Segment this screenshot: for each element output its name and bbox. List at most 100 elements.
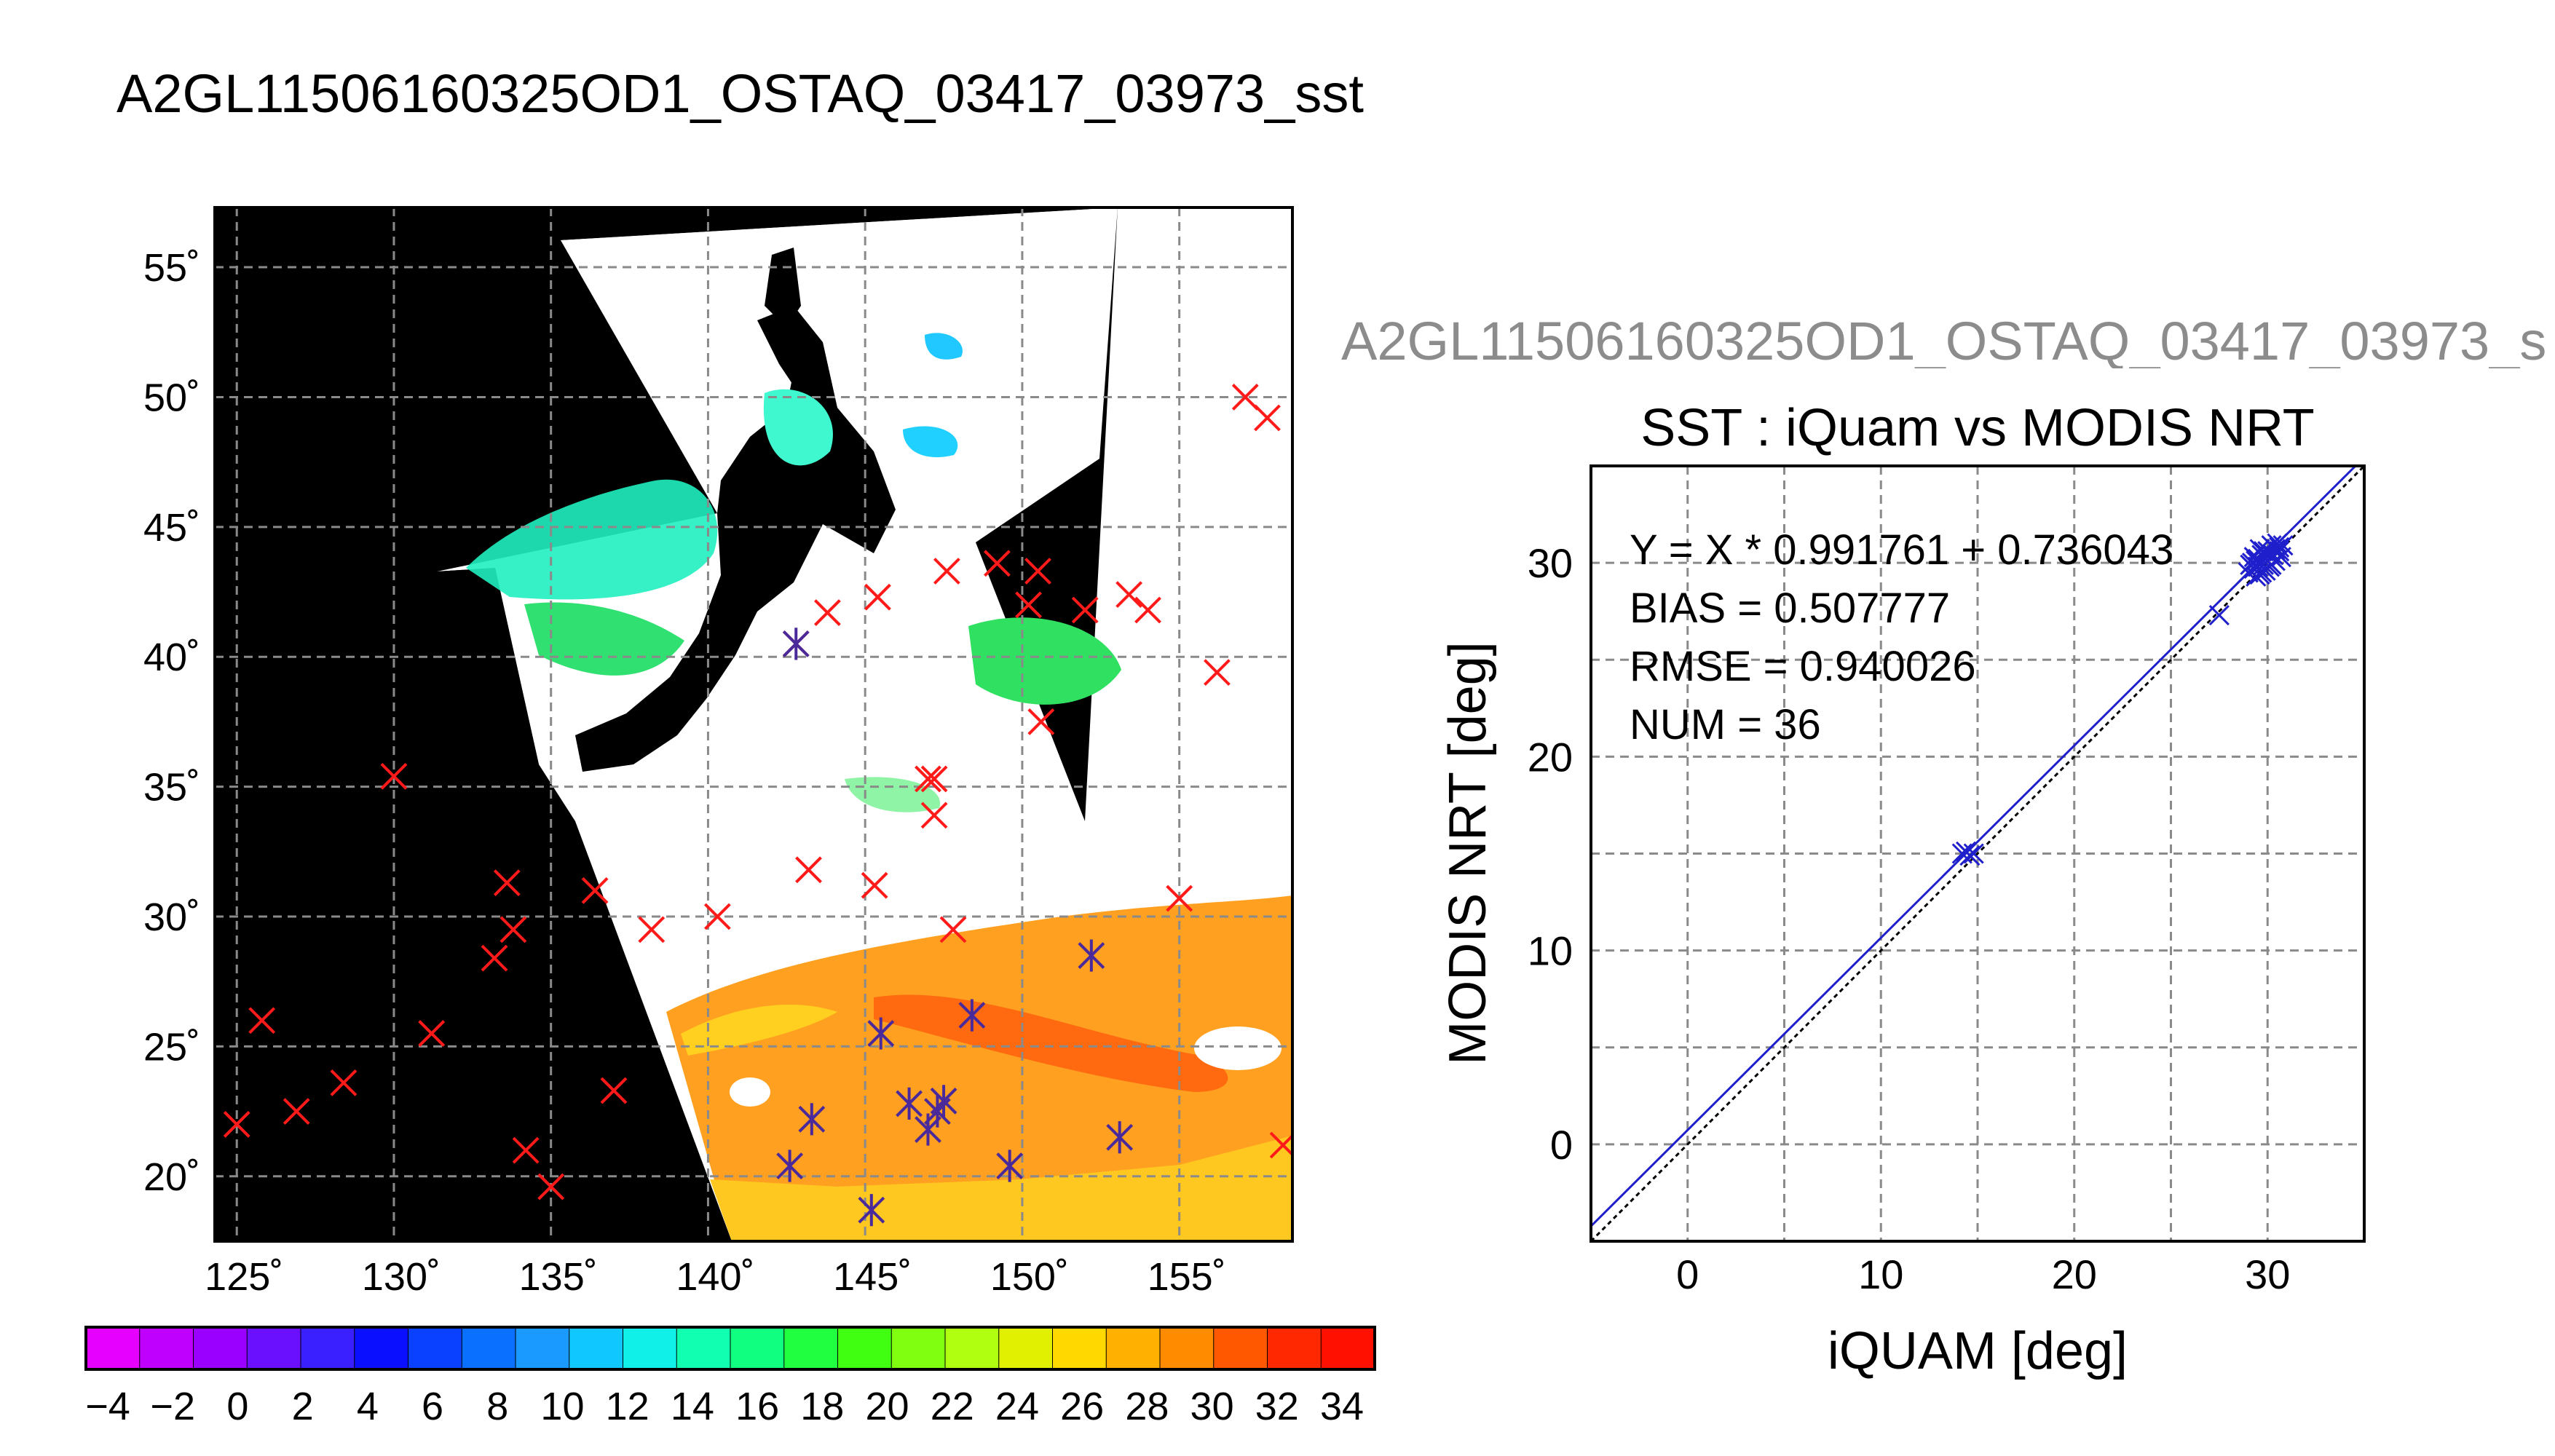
colorbar-tick-label: 28 [1125,1385,1169,1428]
sst-hot-core [874,994,1228,1092]
map-red-marker [283,1098,310,1125]
map-blue-marker [958,999,986,1032]
plot-point [2253,541,2275,562]
korea-landmass [437,568,539,764]
map-blue-marker [867,1017,895,1050]
map-red-marker [983,550,1011,577]
colorbar-tick-label: 20 [865,1385,909,1428]
colorbar-cell [1159,1326,1215,1370]
colorbar-tick-label: 22 [931,1385,974,1428]
colorbar-tick-label: 18 [800,1385,844,1428]
sst-warm-band [666,895,1292,1241]
map-red-marker [1115,581,1143,609]
map-x-tick-label: 145˚ [833,1255,912,1299]
map-blue-marker [798,1103,826,1136]
map-red-marker [1231,384,1259,411]
map-blue-marker [776,1150,804,1182]
map-y-tick-label: 35˚ [143,766,200,810]
stats-line: NUM = 36 [1630,701,1821,748]
map-x-tick-label: 140˚ [676,1255,754,1299]
map-blue-marker [782,628,810,660]
colorbar-tick-label: 2 [292,1385,314,1428]
colorbar-tick-label: −4 [85,1385,130,1428]
colorbar-cell [837,1326,893,1370]
map-red-marker [499,916,527,943]
map-red-marker [933,558,960,585]
plot-y-tick-labels: 0 10 20 30 [1528,540,1573,1168]
map-red-marker [537,1173,565,1200]
sst-cloud-gap [730,1077,770,1107]
map-blue-markers [776,628,1134,1227]
map-x-tick-labels: 125˚ 130˚ 135˚ 140˚ 145˚ 150˚ 155˚ [205,1255,1226,1299]
sst-cloud-gap-east [1194,1026,1282,1070]
plot-y-tick-label: 20 [1528,734,1573,780]
colorbar-cell [246,1326,301,1370]
map-red-marker [1024,558,1051,585]
sst-patch-blue-2 [903,426,958,458]
colorbar-cell [408,1326,463,1370]
stats-line: Y = X * 0.991761 + 0.736043 [1630,526,2173,574]
plot-points [1951,533,2294,866]
map-x-tick-label: 155˚ [1148,1255,1226,1299]
colorbar-tick-label: 34 [1320,1385,1364,1428]
map-red-marker [1071,596,1099,624]
colorbar-cell [569,1326,624,1370]
colorbar-tick-label: 24 [995,1385,1039,1428]
map-red-marker [1015,591,1042,619]
map-red-marker [481,944,508,972]
map-y-tick-labels: 20˚ 25˚ 30˚ 35˚ 40˚ 45˚ 50˚ 55˚ [143,246,200,1199]
stats-box: Y = X * 0.991761 + 0.736043 BIAS = 0.5077… [1630,526,2173,748]
plot-point [1959,845,1981,866]
map-red-marker [703,903,731,930]
colorbar-tick-label: 8 [486,1385,508,1428]
page-title: A2GL11506160325OD1_OSTAQ_03417_03973_sst [117,63,1364,124]
colorbar-tick-label: −2 [150,1385,195,1428]
sst-patch-green-east [968,617,1121,705]
map-red-marker [915,765,941,793]
map-red-marker [223,1111,250,1138]
colorbar-cell [193,1326,248,1370]
plot-x-tick-label: 20 [2052,1251,2097,1297]
map-x-tick-label: 150˚ [990,1255,1069,1299]
map-y-tick-label: 55˚ [143,246,200,290]
plot-point [2251,562,2272,583]
map-red-marker [380,762,408,790]
colorbar-cell [85,1326,141,1370]
map-y-tick-label: 20˚ [143,1155,200,1199]
colorbar-tick-labels: −4 −2 0 2 4 6 8 10 12 14 16 18 20 22 24 26 28 30 32 34 [85,1385,1364,1428]
map-y-tick-label: 45˚ [143,506,200,550]
plot-y-tick-label: 10 [1528,928,1573,974]
map-swath-layer [437,207,1292,1241]
plot-fit-lines [1591,466,2364,1241]
map-red-marker [512,1136,540,1164]
map-y-tick-label: 40˚ [143,636,200,679]
map-x-tick-label: 130˚ [362,1255,441,1299]
colorbar-tick-label: 26 [1060,1385,1104,1428]
colorbar-cell [676,1326,731,1370]
map-red-marker [939,916,967,943]
sst-yellow-west [681,1005,837,1056]
map-red-marker [418,1020,446,1047]
comparison-header: A2GL11506160325OD1_OSTAQ_03417_03973_s [1341,314,2547,368]
colorbar-cell [354,1326,409,1370]
colorbar-cell [1105,1326,1161,1370]
colorbar-cell [730,1326,785,1370]
colorbar-tick-label: 16 [735,1385,779,1428]
colorbar-cell [461,1326,516,1370]
colorbar-cells [85,1326,1375,1370]
colorbar-frame [84,1326,1376,1371]
colorbar-cell [623,1326,678,1370]
map-blue-marker [1106,1121,1134,1154]
plot-x-tick-label: 0 [1676,1251,1699,1297]
colorbar-tick-label: 32 [1255,1385,1299,1428]
map-red-marker [1134,596,1161,624]
map-red-marker [864,583,891,611]
plot-x-tick-label: 10 [1858,1251,1903,1297]
map-blue-marker [858,1194,885,1227]
colorbar-cell [998,1326,1054,1370]
fit-line [1591,466,2358,1227]
plot-frame [1590,464,2366,1243]
colorbar-tick-label: 4 [357,1385,379,1428]
map-blue-marker [1078,939,1105,972]
